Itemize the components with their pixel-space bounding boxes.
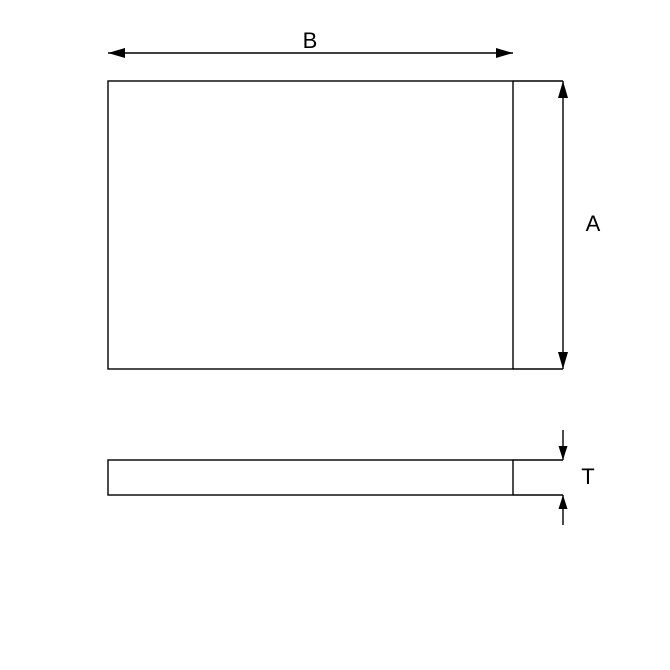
dim-a-label: A	[586, 211, 601, 236]
dim-a-arrow-bottom	[558, 352, 568, 369]
main-rectangle	[108, 81, 513, 369]
dim-t-arrow-bottom	[559, 495, 568, 509]
dim-t-label: T	[581, 464, 594, 489]
side-bar	[108, 460, 513, 495]
dim-b-arrow-right	[496, 48, 513, 58]
dim-t-arrow-top	[559, 446, 568, 460]
technical-drawing: B A T	[0, 0, 670, 670]
dim-b-label: B	[303, 28, 318, 53]
dim-a-arrow-top	[558, 81, 568, 98]
dim-b-arrow-left	[108, 48, 125, 58]
